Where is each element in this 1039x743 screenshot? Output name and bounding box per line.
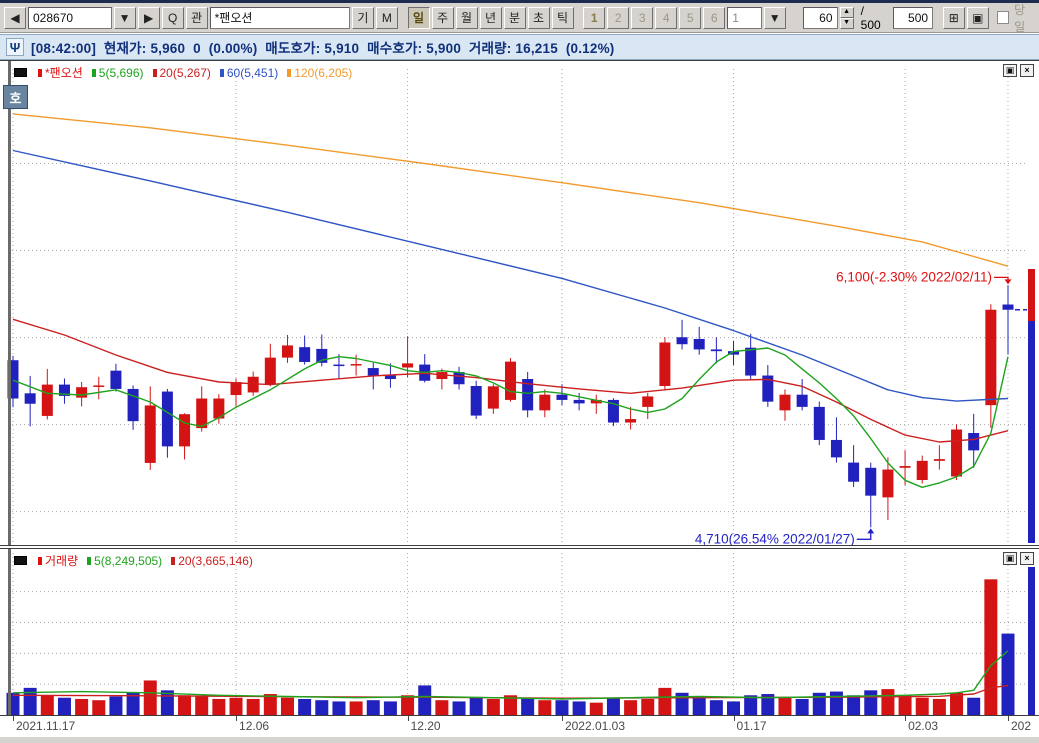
date-axis-label: 2021.11.17 <box>16 719 76 733</box>
interval-select[interactable]: 1 <box>727 6 762 29</box>
stock-name-field[interactable]: *팬오션 <box>209 6 350 29</box>
gi-button[interactable]: 기 <box>351 6 374 29</box>
date-axis-tick <box>13 716 14 721</box>
pane-left-gutter[interactable] <box>8 61 11 545</box>
legend-volume-ma5: 5(8,249,505) <box>94 553 163 568</box>
new-window-icon[interactable]: ⊞ <box>942 6 965 29</box>
legend-ma60: 60(5,451) <box>226 65 279 80</box>
date-axis-label: 2022.01.03 <box>564 719 626 733</box>
date-axis-tick <box>407 716 409 721</box>
legend-collapse-icon[interactable] <box>14 68 27 77</box>
volume-ma5-swatch-icon <box>87 556 92 565</box>
pane-restore-icon[interactable]: ▣ <box>1003 64 1017 77</box>
tab-weekly[interactable]: 주 <box>431 6 454 29</box>
window-top-edge <box>0 0 1039 3</box>
quote-status-bar: Ψ [08:42:00] 현재가: 5,960 0 (0.00%) 매도호가: … <box>0 34 1039 60</box>
stepper-down-icon[interactable]: ▼ <box>839 17 854 29</box>
stepper-up-icon[interactable]: ▲ <box>839 6 854 18</box>
date-axis-tick <box>1008 716 1009 721</box>
quote-status-text: [08:42:00] 현재가: 5,960 0 (0.00%) 매도호가: 5,… <box>31 41 615 56</box>
date-axis-tick <box>236 716 238 721</box>
volume-swatch-icon <box>38 556 42 565</box>
volume-ma20-swatch-icon <box>171 556 176 565</box>
pane-left-gutter[interactable] <box>8 549 11 715</box>
price-chart-legend: *팬오션 5(5,696) 20(5,267) 60(5,451) 120(6,… <box>14 64 352 81</box>
date-axis-tick <box>733 716 735 721</box>
legend-ma5: 5(5,696) <box>98 65 144 80</box>
dangil-checkbox[interactable] <box>996 11 1010 24</box>
dangil-label: 당일 <box>1014 2 1026 34</box>
legend-ma20: 20(5,267) <box>159 65 211 80</box>
date-axis-label: 12.20 <box>410 719 441 733</box>
interval-button-6[interactable]: 6 <box>703 6 726 29</box>
interval-button-1[interactable]: 1 <box>583 6 606 29</box>
interval-button-2[interactable]: 2 <box>607 6 630 29</box>
ma5-swatch-icon <box>91 68 96 77</box>
bars-visible-stepper[interactable]: ▲ ▼ <box>839 6 854 29</box>
ma120-swatch-icon <box>287 68 292 77</box>
date-axis-tick <box>561 716 563 721</box>
legend-volume-title: 거래량 <box>45 554 79 568</box>
bars-total-input[interactable]: 500 <box>892 6 934 29</box>
window-bottom-edge <box>0 737 1039 743</box>
stock-code-dropdown-icon[interactable]: ▼ <box>113 6 136 29</box>
tab-daily[interactable]: 일 <box>407 6 430 29</box>
tab-minute[interactable]: 분 <box>503 6 526 29</box>
svg-text:4,710(26.54% 2022/01/27): 4,710(26.54% 2022/01/27) <box>695 531 855 545</box>
bars-visible-input[interactable]: 60 <box>802 6 838 29</box>
go-first-icon[interactable]: ◀ <box>4 6 26 29</box>
legend-stock-name: *팬오션 <box>45 66 83 80</box>
price-chart-pane: 6,100(-2.30% 2022/02/11) 4,710(26.54% 202… <box>0 60 1039 546</box>
date-axis-label: 01.17 <box>736 719 767 733</box>
ma60-swatch-icon <box>219 68 224 77</box>
legend-volume-ma20: 20(3,665,146) <box>178 553 253 568</box>
search-icon[interactable]: Q <box>161 6 184 29</box>
interval-button-3[interactable]: 3 <box>631 6 654 29</box>
pane-restore-icon[interactable]: ▣ <box>1003 552 1017 565</box>
legend-collapse-icon[interactable] <box>14 556 27 565</box>
watchlist-button[interactable]: 관 <box>185 6 208 29</box>
chart-toolbar: ◀ 028670 ▼ ▶ Q 관 *팬오션 기 M 일 주 월 년 분 초 틱 … <box>0 2 1039 34</box>
tab-second[interactable]: 초 <box>527 6 550 29</box>
interval-button-5[interactable]: 5 <box>679 6 702 29</box>
date-axis-label: 02.03 <box>908 719 939 733</box>
interval-button-4[interactable]: 4 <box>655 6 678 29</box>
price-chart-canvas[interactable]: 6,100(-2.30% 2022/02/11) 4,710(26.54% 202… <box>0 61 1039 545</box>
save-icon[interactable]: ▣ <box>966 6 989 29</box>
m-button[interactable]: M <box>375 6 398 29</box>
settings-icon[interactable]: Ψ <box>6 38 24 56</box>
volume-chart-canvas[interactable] <box>0 549 1039 715</box>
tab-yearly[interactable]: 년 <box>479 6 502 29</box>
tab-tick[interactable]: 틱 <box>551 6 574 29</box>
date-axis-label: 202 <box>1011 719 1032 733</box>
ma20-swatch-icon <box>152 68 157 77</box>
stock-code-input[interactable]: 028670 <box>28 6 112 29</box>
bars-max-label: / 500 <box>860 3 881 32</box>
tab-monthly[interactable]: 월 <box>455 6 478 29</box>
legend-ma120: 120(6,205) <box>294 65 353 80</box>
date-axis: 2021.11.17 12.06 12.20 2022.01.03 01.17 02.03… <box>0 716 1039 737</box>
pane-close-icon[interactable]: × <box>1020 64 1034 77</box>
series-swatch-icon <box>38 68 42 77</box>
svg-text:6,100(-2.30% 2022/02/11): 6,100(-2.30% 2022/02/11) <box>836 269 992 284</box>
pane-close-icon[interactable]: × <box>1020 552 1034 565</box>
ho-quote-badge[interactable]: 호 <box>3 85 28 109</box>
date-axis-label: 12.06 <box>239 719 270 733</box>
volume-chart-legend: 거래량 5(8,249,505) 20(3,665,146) <box>14 552 253 569</box>
interval-dropdown-icon[interactable]: ▼ <box>763 6 786 29</box>
next-stock-button[interactable]: ▶ <box>137 6 160 29</box>
date-axis-tick <box>905 716 907 721</box>
volume-chart-pane: 거래량 5(8,249,505) 20(3,665,146) ▣ × <box>0 548 1039 716</box>
